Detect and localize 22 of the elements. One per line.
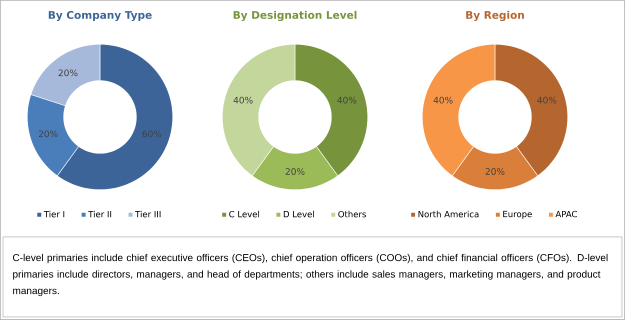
legend-label: Tier I	[44, 210, 64, 218]
legend-label: Others	[338, 210, 366, 218]
data-label: 40%	[537, 96, 556, 104]
legend-label: D Level	[284, 210, 314, 218]
data-label: 40%	[234, 96, 253, 104]
data-label: 60%	[142, 130, 162, 138]
data-label: 40%	[434, 96, 453, 104]
text: C-level primaries include chief executive officers (CEOs), chief operation officers (COOs), and chief financial officers (CFOs). D-level primaries include directors, managers, and head of departments; others include sales managers, marketing managers, and product managers.	[13, 254, 608, 296]
chart-title: By Designation Level	[234, 10, 356, 22]
data-label: 20%	[286, 168, 305, 175]
legend-label: Europe	[503, 210, 532, 219]
data-label: 20%	[486, 168, 505, 175]
legend-label: Tier II	[88, 210, 112, 218]
data-label: 20%	[38, 130, 58, 138]
legend-label: APAC	[556, 210, 577, 218]
legend-label: Tier III	[135, 210, 160, 218]
chart-title: By Region	[466, 10, 524, 22]
legend-label: North America	[418, 210, 478, 218]
legend-label: C Level	[229, 210, 260, 218]
data-label: 20%	[58, 69, 78, 76]
data-label: 40%	[337, 96, 356, 104]
chart-title: By Company Type	[48, 11, 152, 22]
